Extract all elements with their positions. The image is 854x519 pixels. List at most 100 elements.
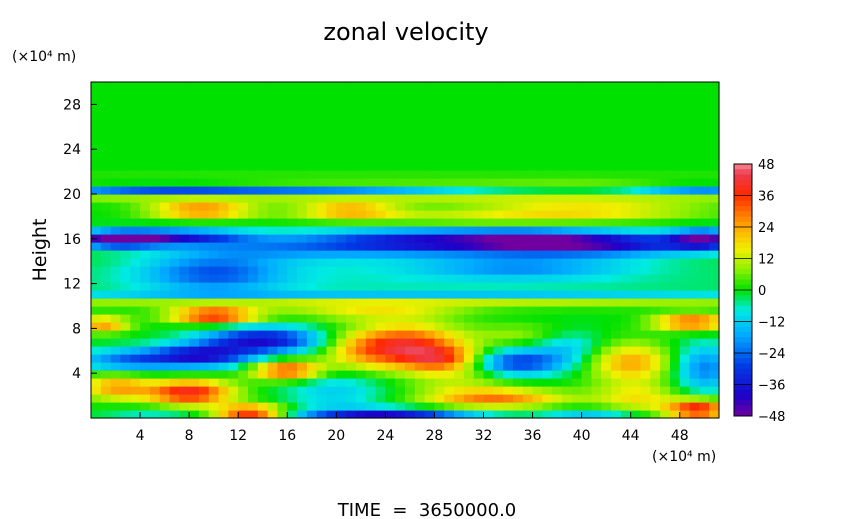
- heatmap-cell: [346, 210, 357, 219]
- heatmap-cell: [669, 130, 681, 139]
- heatmap-cell: [355, 162, 367, 171]
- heatmap-cell: [326, 274, 337, 283]
- heatmap-cell: [414, 402, 426, 411]
- heatmap-cell: [316, 122, 328, 131]
- heatmap-cell: [669, 402, 681, 411]
- heatmap-cell: [159, 114, 171, 123]
- heatmap-cell: [444, 410, 455, 419]
- heatmap-cell: [277, 210, 288, 219]
- heatmap-cell: [110, 98, 122, 107]
- heatmap-cell: [346, 194, 357, 203]
- heatmap-cell: [562, 290, 573, 299]
- heatmap-cell: [503, 274, 514, 283]
- heatmap-cell: [365, 378, 377, 387]
- heatmap-cell: [591, 306, 602, 315]
- heatmap-cell: [355, 402, 367, 411]
- heatmap-cell: [248, 106, 259, 115]
- heatmap-cell: [218, 170, 229, 179]
- heatmap-cell: [601, 378, 612, 387]
- heatmap-cell: [650, 346, 661, 355]
- heatmap-cell: [355, 226, 367, 235]
- heatmap-cell: [336, 394, 347, 403]
- heatmap-cell: [336, 410, 347, 419]
- heatmap-cell: [306, 338, 318, 347]
- heatmap-cell: [257, 330, 269, 339]
- heatmap-cell: [287, 338, 298, 347]
- heatmap-cell: [336, 90, 347, 99]
- heatmap-cell: [601, 130, 612, 139]
- heatmap-cell: [493, 322, 504, 331]
- heatmap-cell: [669, 346, 681, 355]
- heatmap-cell: [297, 106, 308, 115]
- heatmap-cell: [306, 306, 318, 315]
- heatmap-cell: [140, 306, 151, 315]
- heatmap-cell: [650, 218, 661, 227]
- heatmap-cell: [512, 170, 524, 179]
- heatmap-cell: [355, 378, 367, 387]
- heatmap-cell: [326, 354, 337, 363]
- heatmap-cell: [248, 330, 259, 339]
- heatmap-cell: [326, 178, 337, 187]
- heatmap-cell: [620, 322, 632, 331]
- heatmap-cell: [277, 138, 288, 147]
- heatmap-cell: [699, 402, 710, 411]
- heatmap-cell: [669, 394, 681, 403]
- heatmap-cell: [532, 202, 543, 211]
- heatmap-cell: [591, 402, 602, 411]
- heatmap-cell: [463, 98, 475, 107]
- heatmap-cell: [444, 122, 455, 131]
- heatmap-cell: [689, 394, 700, 403]
- heatmap-cell: [581, 402, 593, 411]
- heatmap-cell: [238, 394, 249, 403]
- heatmap-cell: [503, 402, 514, 411]
- heatmap-cell: [444, 210, 455, 219]
- heatmap-cell: [140, 98, 151, 107]
- heatmap-cell: [522, 186, 534, 195]
- heatmap-cell: [591, 250, 602, 259]
- heatmap-cell: [669, 314, 681, 323]
- heatmap-cell: [414, 106, 426, 115]
- heatmap-cell: [218, 146, 229, 155]
- heatmap-cell: [689, 250, 700, 259]
- heatmap-cell: [405, 378, 416, 387]
- heatmap-cell: [198, 362, 210, 371]
- heatmap-cell: [503, 362, 514, 371]
- heatmap-cell: [493, 138, 504, 147]
- heatmap-cell: [424, 298, 436, 307]
- heatmap-cell: [709, 98, 720, 107]
- heatmap-cell: [159, 402, 171, 411]
- heatmap-cell: [228, 258, 239, 267]
- heatmap-cell: [110, 410, 122, 419]
- heatmap-cell: [189, 410, 200, 419]
- heatmap-cell: [522, 298, 534, 307]
- heatmap-cell: [218, 378, 229, 387]
- heatmap-cell: [591, 378, 602, 387]
- heatmap-cell: [581, 234, 593, 243]
- heatmap-cell: [581, 266, 593, 275]
- heatmap-cell: [346, 250, 357, 259]
- heatmap-cell: [149, 194, 161, 203]
- heatmap-cell: [503, 178, 514, 187]
- heatmap-cell: [375, 314, 386, 323]
- heatmap-cell: [316, 330, 328, 339]
- heatmap-cell: [149, 250, 161, 259]
- heatmap-cell: [267, 202, 279, 211]
- heatmap-cell: [306, 282, 318, 291]
- heatmap-cell: [562, 354, 573, 363]
- heatmap-cell: [679, 354, 691, 363]
- heatmap-cell: [336, 234, 347, 243]
- heatmap-cell: [189, 258, 200, 267]
- heatmap-cell: [110, 210, 122, 219]
- heatmap-cell: [424, 370, 436, 379]
- heatmap-cell: [454, 202, 465, 211]
- heatmap-cell: [326, 370, 337, 379]
- heatmap-cell: [159, 282, 171, 291]
- heatmap-cell: [316, 82, 328, 91]
- heatmap-cell: [91, 330, 102, 339]
- heatmap-cell: [198, 282, 210, 291]
- heatmap-cell: [365, 226, 377, 235]
- heatmap-cell: [208, 410, 220, 419]
- heatmap-cell: [336, 106, 347, 115]
- heatmap-cell: [336, 274, 347, 283]
- heatmap-cell: [552, 266, 563, 275]
